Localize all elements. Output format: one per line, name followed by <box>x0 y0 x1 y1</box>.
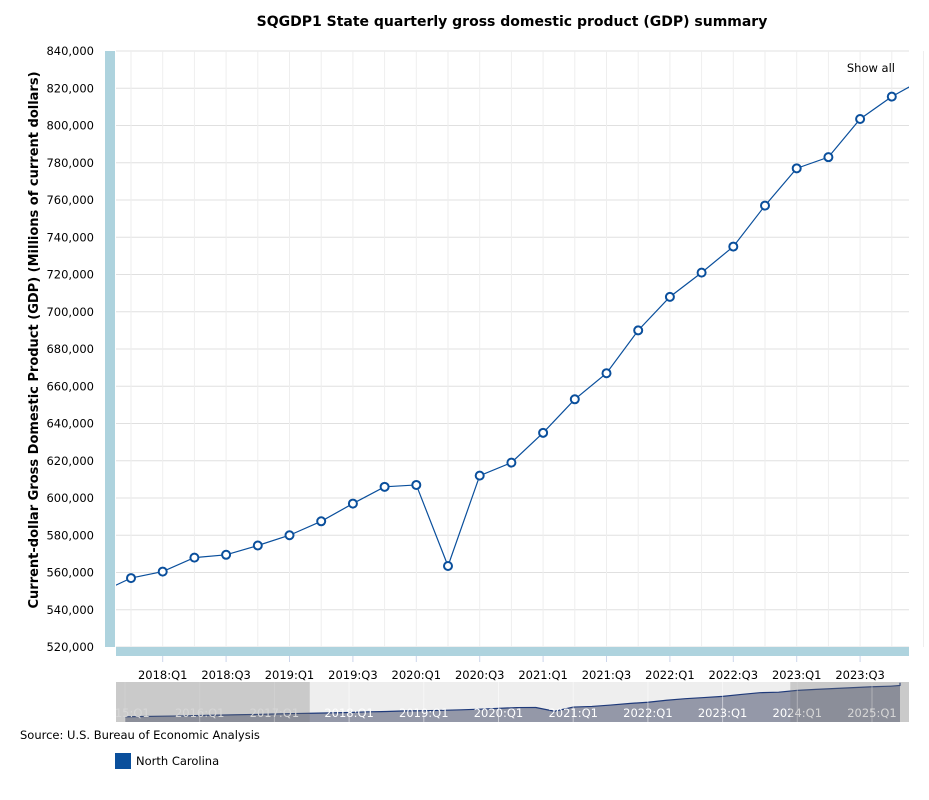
legend-item-north-carolina[interactable]: North Carolina <box>115 753 219 769</box>
data-point <box>157 566 168 577</box>
navigator-tick-label: 2023:Q1 <box>698 706 748 720</box>
data-point <box>601 368 612 379</box>
y-tick-label: 800,000 <box>46 119 94 133</box>
data-point <box>855 113 866 124</box>
navigator-area <box>125 682 900 722</box>
navigator-tick-label: 2025:Q1 <box>847 706 897 720</box>
navigator-tick-label: 2015:Q1 <box>100 706 150 720</box>
data-point <box>411 479 422 490</box>
x-tick-label: 2021:Q3 <box>582 668 632 682</box>
navigator-tick-label: 2024:Q1 <box>773 706 823 720</box>
y-tick-label: 540,000 <box>46 603 94 617</box>
data-point <box>316 516 327 527</box>
data-point <box>252 540 263 551</box>
x-tick-label: 2020:Q1 <box>392 668 442 682</box>
y-tick-label: 620,000 <box>46 454 94 468</box>
navigator-mask-right <box>790 682 909 722</box>
navigator-tick-label: 2022:Q1 <box>623 706 673 720</box>
data-point <box>823 152 834 163</box>
navigator-mask-left <box>116 682 310 722</box>
y-tick-label: 820,000 <box>46 81 94 95</box>
data-point <box>791 163 802 174</box>
legend-label: North Carolina <box>136 754 220 768</box>
navigator-tick-label: 2019:Q1 <box>399 706 449 720</box>
data-point <box>126 573 136 584</box>
navigator-tick-label: 2020:Q1 <box>474 706 524 720</box>
data-point <box>886 91 897 102</box>
data-point <box>189 552 200 563</box>
x-tick-label: 2022:Q3 <box>709 668 759 682</box>
chart-title: SQGDP1 State quarterly gross domestic pr… <box>257 14 768 30</box>
show-all-button[interactable]: Show all <box>847 61 895 75</box>
data-point <box>474 470 485 481</box>
y-axis-scrollbar[interactable] <box>105 51 115 647</box>
y-tick-label: 740,000 <box>46 230 94 244</box>
navigator-tick-label: 2021:Q1 <box>548 706 598 720</box>
data-point <box>728 241 739 252</box>
data-point <box>506 457 517 468</box>
x-tick-label: 2022:Q1 <box>645 668 695 682</box>
data-point <box>760 200 770 211</box>
x-tick-label: 2021:Q1 <box>518 668 568 682</box>
y-tick-label: 560,000 <box>46 566 94 580</box>
x-tick-label: 2018:Q1 <box>138 668 188 682</box>
data-point <box>569 394 580 405</box>
data-point <box>443 560 453 571</box>
y-tick-label: 680,000 <box>46 342 94 356</box>
legend-swatch <box>115 753 131 769</box>
x-tick-label: 2019:Q1 <box>265 668 315 682</box>
data-point <box>538 427 549 438</box>
data-point <box>347 498 358 509</box>
data-point <box>633 325 644 336</box>
y-tick-label: 700,000 <box>46 305 94 319</box>
y-tick-label: 580,000 <box>46 528 94 542</box>
navigator-tick-label: 2017:Q1 <box>250 706 300 720</box>
x-axis-scrollbar[interactable] <box>116 647 909 656</box>
series-line-north-carolina <box>116 86 909 586</box>
y-tick-label: 660,000 <box>46 379 94 393</box>
navigator-tick-label: 2016:Q1 <box>175 706 225 720</box>
data-point <box>221 549 232 560</box>
navigator-selection[interactable] <box>310 682 791 722</box>
y-axis-label: Current-dollar Gross Domestic Product (G… <box>27 71 42 608</box>
x-tick-label: 2023:Q1 <box>772 668 822 682</box>
navigator-tick-label: 2018:Q1 <box>324 706 374 720</box>
data-point <box>284 530 295 541</box>
y-tick-label: 600,000 <box>46 491 94 505</box>
x-tick-label: 2020:Q3 <box>455 668 505 682</box>
navigator-line <box>124 682 901 718</box>
y-tick-label: 780,000 <box>46 156 94 170</box>
x-tick-label: 2018:Q3 <box>201 668 251 682</box>
y-tick-label: 840,000 <box>46 44 94 58</box>
y-tick-label: 520,000 <box>46 640 94 654</box>
data-point <box>664 291 675 302</box>
data-point <box>696 267 707 278</box>
data-point <box>379 481 390 492</box>
x-tick-label: 2019:Q3 <box>328 668 378 682</box>
source-note: Source: U.S. Bureau of Economic Analysis <box>20 728 260 742</box>
data-point <box>95 589 103 597</box>
y-tick-label: 760,000 <box>46 193 94 207</box>
x-tick-label: 2023:Q3 <box>835 668 885 682</box>
y-tick-label: 720,000 <box>46 268 94 282</box>
y-tick-label: 640,000 <box>46 417 94 431</box>
